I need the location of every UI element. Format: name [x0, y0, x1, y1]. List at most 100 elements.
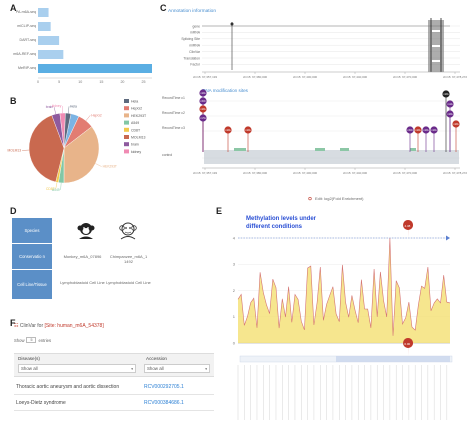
c-lollipop-label: m6A [431, 128, 437, 132]
a-category-label: miCLIP-seq [17, 24, 36, 28]
modification-legend: Edit: log2(Fold Enrichment) [315, 196, 364, 201]
panel-letter-d: D [10, 206, 17, 216]
panel-letter-b: B [10, 96, 17, 106]
c-lollipop-label: m6A [245, 128, 251, 132]
c-track-label: mRNA [190, 31, 201, 35]
entries-label: entries [38, 337, 52, 343]
chevron-down-icon: ▾ [131, 366, 133, 371]
gene-marker-left-head [230, 22, 234, 26]
methylation-line [237, 237, 451, 336]
methylation-chart: Methylation levels under different condi… [233, 216, 453, 420]
c-lollipop-head[interactable] [244, 126, 252, 134]
max-label: 4.38 [405, 224, 411, 228]
panel-b-pie-chart: A549CD8THEK293THepG2HelaMOLM13brainkidne… [8, 99, 147, 192]
entries-select[interactable]: 5 [26, 337, 37, 343]
c-lollipop-head[interactable] [452, 120, 460, 128]
legend-marker-icon [308, 197, 312, 201]
c-record-label: RecordTime c1 [162, 96, 185, 100]
b-legend-swatch [124, 142, 129, 147]
row-accession-link[interactable]: RCV000292705.1 [144, 384, 184, 390]
c-axis-tick-label: chr15: 67,478,272 [443, 171, 468, 175]
max-pin: 4.38 [403, 220, 414, 238]
genome-browser: gene mRNA Splicing Site miRNA ClinVar Transla… [162, 18, 468, 201]
label-species: Species [12, 218, 52, 244]
c-axis-tick-label: chr15: 67,400,000 [293, 75, 318, 79]
c-lollipop-label: m6A [423, 128, 429, 132]
b-legend-swatch [124, 99, 129, 103]
rna-modification-sites-title: RNA modification sites [202, 88, 249, 93]
e-ytick-label: 3 [233, 262, 236, 267]
c-lollipop-head[interactable] [199, 89, 207, 97]
clinvar-table-header: Disease(s) Accession Show all ▾ Show all… [14, 353, 214, 377]
c-lollipop-head[interactable] [446, 110, 454, 118]
c-track-label: Splicing Site [181, 37, 200, 41]
row-accession-link[interactable]: RCV000384686.1 [144, 400, 184, 406]
c-lollipop-head[interactable] [422, 126, 430, 134]
control-band [204, 150, 459, 164]
a-category-label: PA-m6A-seq [16, 10, 36, 14]
b-legend-label: kidney [131, 150, 141, 154]
c-lollipop-label: m6A [443, 92, 449, 96]
control-feature-2 [315, 148, 325, 151]
b-callout-label: A549 [52, 188, 60, 192]
a-xtick-label: 0 [37, 80, 39, 84]
zoom-slider-window[interactable] [336, 356, 450, 362]
a-bar [38, 8, 49, 17]
c-lollipop-head[interactable] [446, 100, 454, 108]
b-legend-label: brain [131, 143, 139, 147]
c-track-label: ClinVar [189, 50, 201, 54]
c-axis-tick-label: chr15: 67,357,193 [193, 75, 218, 79]
e-ytick-label: 0 [233, 340, 236, 345]
c-lollipop-label: m6A [453, 122, 459, 126]
panel-letter-a: A [10, 3, 17, 13]
c-lollipop-label: m7G [200, 116, 206, 120]
c-lollipop-head[interactable] [199, 114, 207, 122]
c-lollipop-head[interactable] [199, 105, 207, 113]
b-legend-label: HepG2 [131, 107, 142, 111]
c-lollipop-label: m6A [447, 112, 453, 116]
c-axis-tick-label: chr15: 67,380,000 [243, 75, 268, 79]
col-disease[interactable]: Disease(s) [18, 356, 40, 361]
c-track-label: Factor [190, 63, 200, 67]
c-axis-tick-label: chr15: 67,470,000 [393, 75, 418, 79]
b-callout-label: brain [46, 105, 53, 109]
table-row: Thoracic aortic aneurysm and aortic diss… [14, 380, 214, 395]
c-record-label: control [162, 153, 172, 157]
b-legend-swatch [124, 113, 129, 118]
a-xtick-label: 10 [78, 80, 82, 84]
panel-letter-e: E [216, 206, 223, 216]
a-xtick-label: 25 [142, 80, 146, 84]
show-label: Show [14, 337, 25, 343]
b-callout-label: HEK293T [103, 165, 117, 169]
c-lollipop-head[interactable] [224, 126, 232, 134]
col-accession[interactable]: Accession [146, 356, 167, 361]
b-legend-label: CD8T [131, 128, 141, 132]
b-legend-swatch [124, 149, 129, 154]
clinvar-icon: ☷ [14, 323, 19, 329]
clinvar-title: ☷ ClinVar for [Site: human_m6A_54378] [14, 323, 104, 329]
c-track-label: miRNA [189, 44, 200, 48]
b-legend-label: A549 [131, 121, 139, 125]
b-callout-label: CD8T [46, 187, 55, 191]
c-axis-tick-label: chr15: 67,478,272 [443, 75, 468, 79]
a-bar [38, 22, 51, 31]
entries-control: Show 5 entries [14, 337, 51, 343]
chimpanzee-icon [119, 222, 137, 240]
conservation-monkey: Monkey_m6A_07896 [63, 254, 102, 259]
disease-filter-select[interactable]: Show all ▾ [18, 364, 136, 373]
cell-line-chimpanzee: Lymphoblastoid Cell Line [106, 280, 151, 285]
b-callout-label: kidney [52, 104, 62, 108]
b-legend-label: Hela [131, 100, 138, 104]
c-lollipop-head[interactable] [414, 126, 422, 134]
table-row: Loeys-Dietz syndrome RCV000384686.1 [14, 396, 214, 411]
c-lollipop-head[interactable] [406, 126, 414, 134]
c-axis-tick-label: chr15: 67,400,000 [293, 171, 318, 175]
accession-filter-select[interactable]: Show all ▾ [144, 364, 210, 373]
methylation-title-line1: Methylation levels under [246, 216, 317, 222]
disease-filter-value: Show all [21, 366, 38, 371]
c-lollipop-head[interactable] [442, 90, 450, 98]
c-lollipop-head[interactable] [199, 97, 207, 105]
b-callout-label: HepG2 [91, 113, 102, 117]
c-lollipop-head[interactable] [430, 126, 438, 134]
a-xtick-label: 15 [99, 80, 103, 84]
